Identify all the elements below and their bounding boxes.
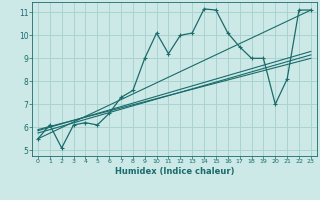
X-axis label: Humidex (Indice chaleur): Humidex (Indice chaleur) bbox=[115, 167, 234, 176]
